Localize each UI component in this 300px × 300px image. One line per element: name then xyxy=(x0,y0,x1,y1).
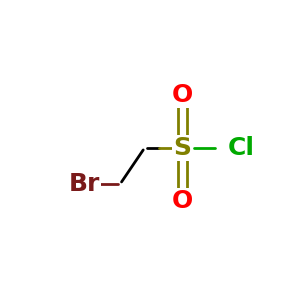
Text: Cl: Cl xyxy=(228,136,255,160)
Text: O: O xyxy=(172,189,193,213)
Text: Br: Br xyxy=(68,172,100,196)
Text: S: S xyxy=(174,136,192,160)
Text: O: O xyxy=(172,83,193,107)
